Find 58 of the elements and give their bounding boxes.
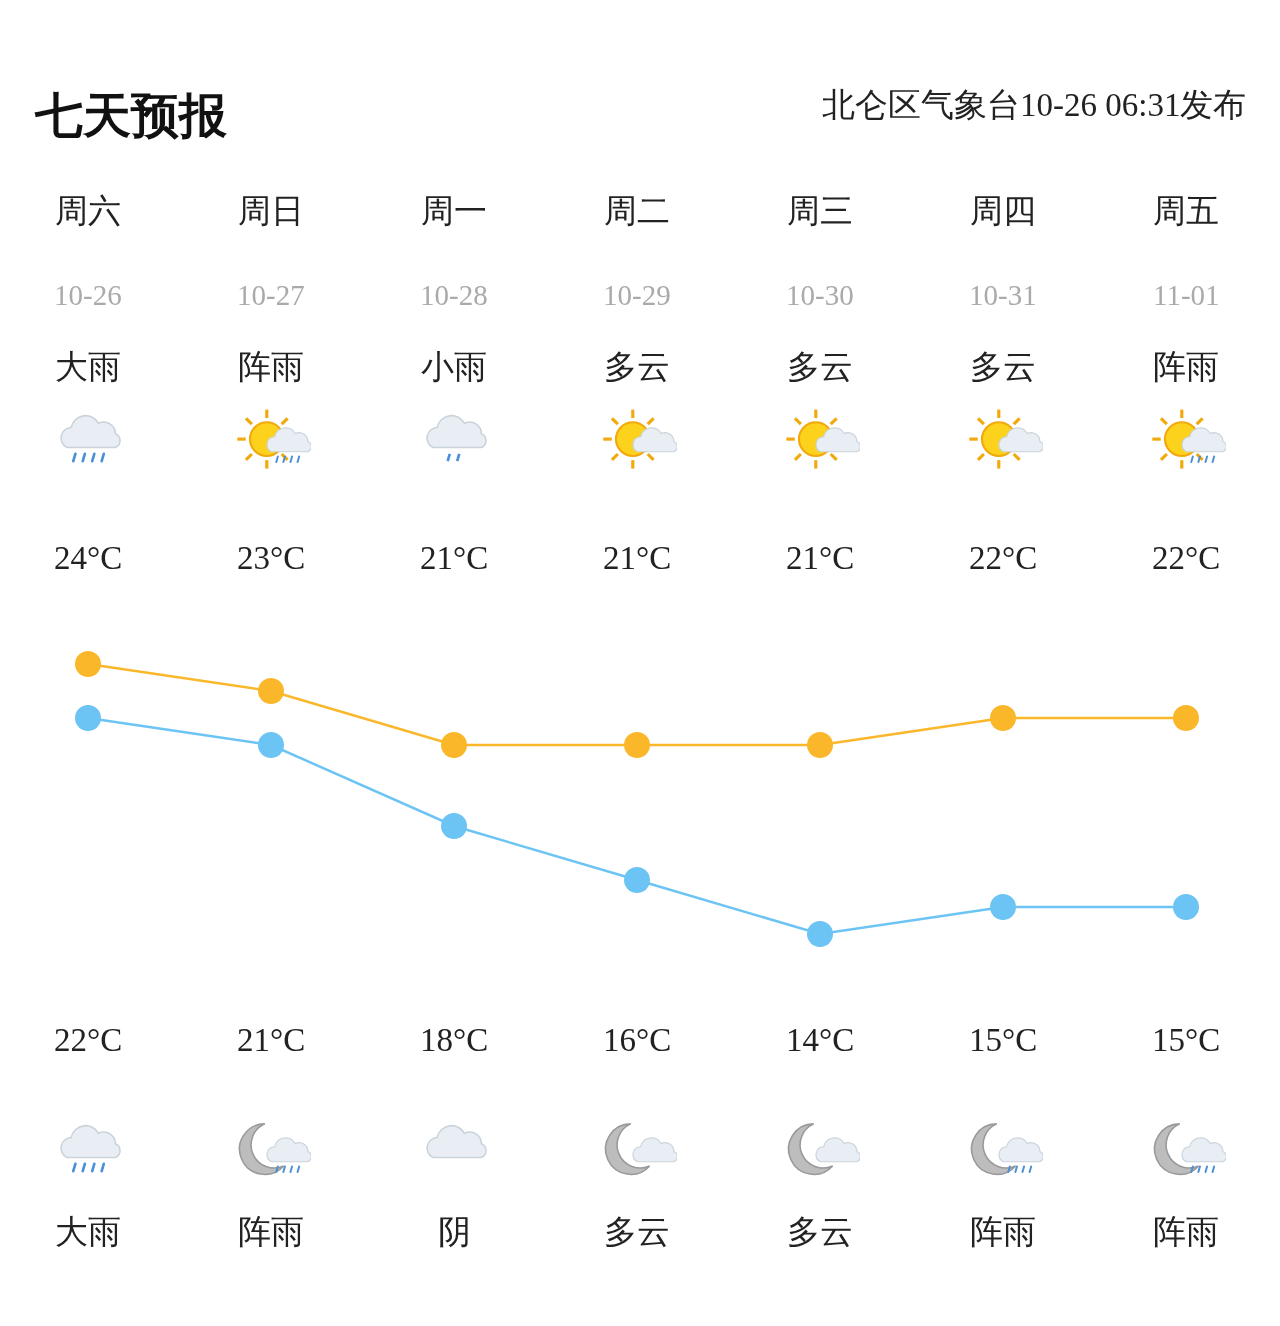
point <box>75 705 101 731</box>
text: 10-29 <box>603 279 671 311</box>
text: 多云 <box>970 349 1036 385</box>
data-label: 22°C <box>969 540 1038 576</box>
text: 11-01 <box>1153 279 1220 311</box>
point <box>807 921 833 947</box>
text: 阵雨 <box>1153 349 1219 385</box>
text: 阵雨 <box>1153 1214 1219 1250</box>
data-label: 21°C <box>420 540 489 576</box>
point <box>441 813 467 839</box>
chart-subtitle: 北仑区气象台10-26 06:31发布 <box>822 87 1247 123</box>
data-label: 15°C <box>1152 1022 1221 1058</box>
data-label: 22°C <box>1152 540 1221 576</box>
x-tick-label: 周日 <box>238 193 304 230</box>
data-label: 18°C <box>420 1022 489 1058</box>
point <box>990 705 1016 731</box>
text: 阵雨 <box>238 1214 304 1250</box>
data-label: 21°C <box>603 540 672 576</box>
text: 多云 <box>787 1214 853 1250</box>
x-tick-label: 周三 <box>787 193 853 230</box>
point <box>75 651 101 677</box>
text: 多云 <box>787 349 853 385</box>
text: 大雨 <box>55 1214 121 1250</box>
data-label: 16°C <box>603 1022 672 1058</box>
text: 多云 <box>604 349 670 385</box>
point <box>624 867 650 893</box>
data-label: 15°C <box>969 1022 1038 1058</box>
x-tick-label: 周一 <box>421 193 487 230</box>
x-tick-label: 周四 <box>970 193 1036 230</box>
text: 阵雨 <box>970 1214 1036 1250</box>
point <box>441 732 467 758</box>
point <box>1173 894 1199 920</box>
x-tick-label: 周五 <box>1153 193 1219 230</box>
text: 10-28 <box>420 279 488 311</box>
x-tick-label: 周二 <box>604 193 670 230</box>
text: 10-27 <box>237 279 305 311</box>
text: 多云 <box>604 1214 670 1250</box>
chart-title: 七天预报 <box>34 87 228 143</box>
data-label: 23°C <box>237 540 306 576</box>
data-label: 14°C <box>786 1022 855 1058</box>
data-label: 21°C <box>237 1022 306 1058</box>
text: 小雨 <box>421 349 487 385</box>
point <box>258 732 284 758</box>
text: 10-30 <box>786 279 854 311</box>
text: 阵雨 <box>238 349 304 385</box>
point <box>258 678 284 704</box>
data-label: 22°C <box>54 1022 123 1058</box>
point <box>624 732 650 758</box>
data-label: 24°C <box>54 540 123 576</box>
text: 10-31 <box>969 279 1037 311</box>
point <box>807 732 833 758</box>
text: 10-26 <box>54 279 122 311</box>
text: 阴 <box>438 1214 471 1250</box>
point <box>990 894 1016 920</box>
point <box>1173 705 1199 731</box>
text: 大雨 <box>55 349 121 385</box>
x-tick-label: 周六 <box>55 193 121 230</box>
data-label: 21°C <box>786 540 855 576</box>
